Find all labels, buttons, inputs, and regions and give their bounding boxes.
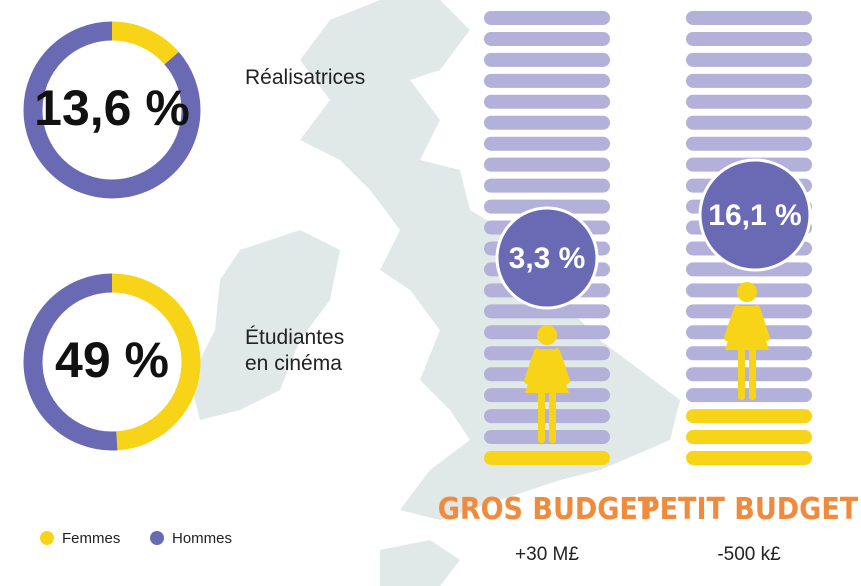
- woman-arms: [524, 348, 570, 384]
- donut-segment: [23, 273, 201, 451]
- legend-swatch: [150, 531, 164, 545]
- percent-label: 16,1 %: [708, 199, 801, 232]
- row: [484, 157, 610, 172]
- row: [686, 52, 812, 67]
- highlighted-row: [484, 451, 610, 465]
- row: [484, 52, 610, 67]
- legend-label: Femmes: [62, 530, 120, 547]
- donut-label: Réalisatrices: [245, 66, 365, 89]
- highlighted-row: [686, 409, 812, 424]
- legend-swatch: [40, 531, 54, 545]
- label-line: Étudiantes: [245, 326, 344, 349]
- row: [686, 136, 812, 151]
- row: [686, 94, 812, 109]
- budget-title: GROS BUDGET: [438, 492, 657, 527]
- woman-head: [537, 325, 557, 345]
- row: [484, 136, 610, 151]
- donut-value: 49 %: [55, 332, 169, 388]
- row: [484, 73, 610, 88]
- row: [484, 304, 610, 319]
- woman-arms: [724, 305, 770, 341]
- row: [484, 115, 610, 130]
- row: [686, 73, 812, 88]
- percent-circle: [698, 158, 812, 272]
- budget-subtitle: -500 k£: [717, 544, 781, 565]
- row: [484, 11, 610, 25]
- highlighted-row: [686, 451, 812, 465]
- row: [686, 11, 812, 25]
- row: [484, 178, 610, 193]
- row: [484, 31, 610, 46]
- percent-label: 3,3 %: [509, 242, 586, 275]
- legend-label: Hommes: [172, 530, 232, 547]
- row: [484, 94, 610, 109]
- woman-head: [737, 282, 757, 302]
- woman-leg: [738, 348, 745, 400]
- row: [686, 31, 812, 46]
- label-line: en cinéma: [245, 352, 342, 375]
- highlighted-row: [686, 430, 812, 445]
- percent-circle: [495, 206, 599, 310]
- row: [484, 430, 610, 445]
- donut-value: 13,6 %: [34, 80, 190, 136]
- budget-title: PETIT BUDGET: [640, 492, 859, 527]
- donut-segment: [23, 21, 201, 199]
- donut-label: Étudiantes en cinéma: [245, 326, 344, 375]
- woman-leg: [538, 391, 545, 443]
- woman-leg: [549, 391, 556, 443]
- row: [484, 388, 610, 403]
- budget-subtitle: +30 M£: [515, 544, 579, 565]
- row: [484, 409, 610, 424]
- woman-leg: [749, 348, 756, 400]
- row: [686, 115, 812, 130]
